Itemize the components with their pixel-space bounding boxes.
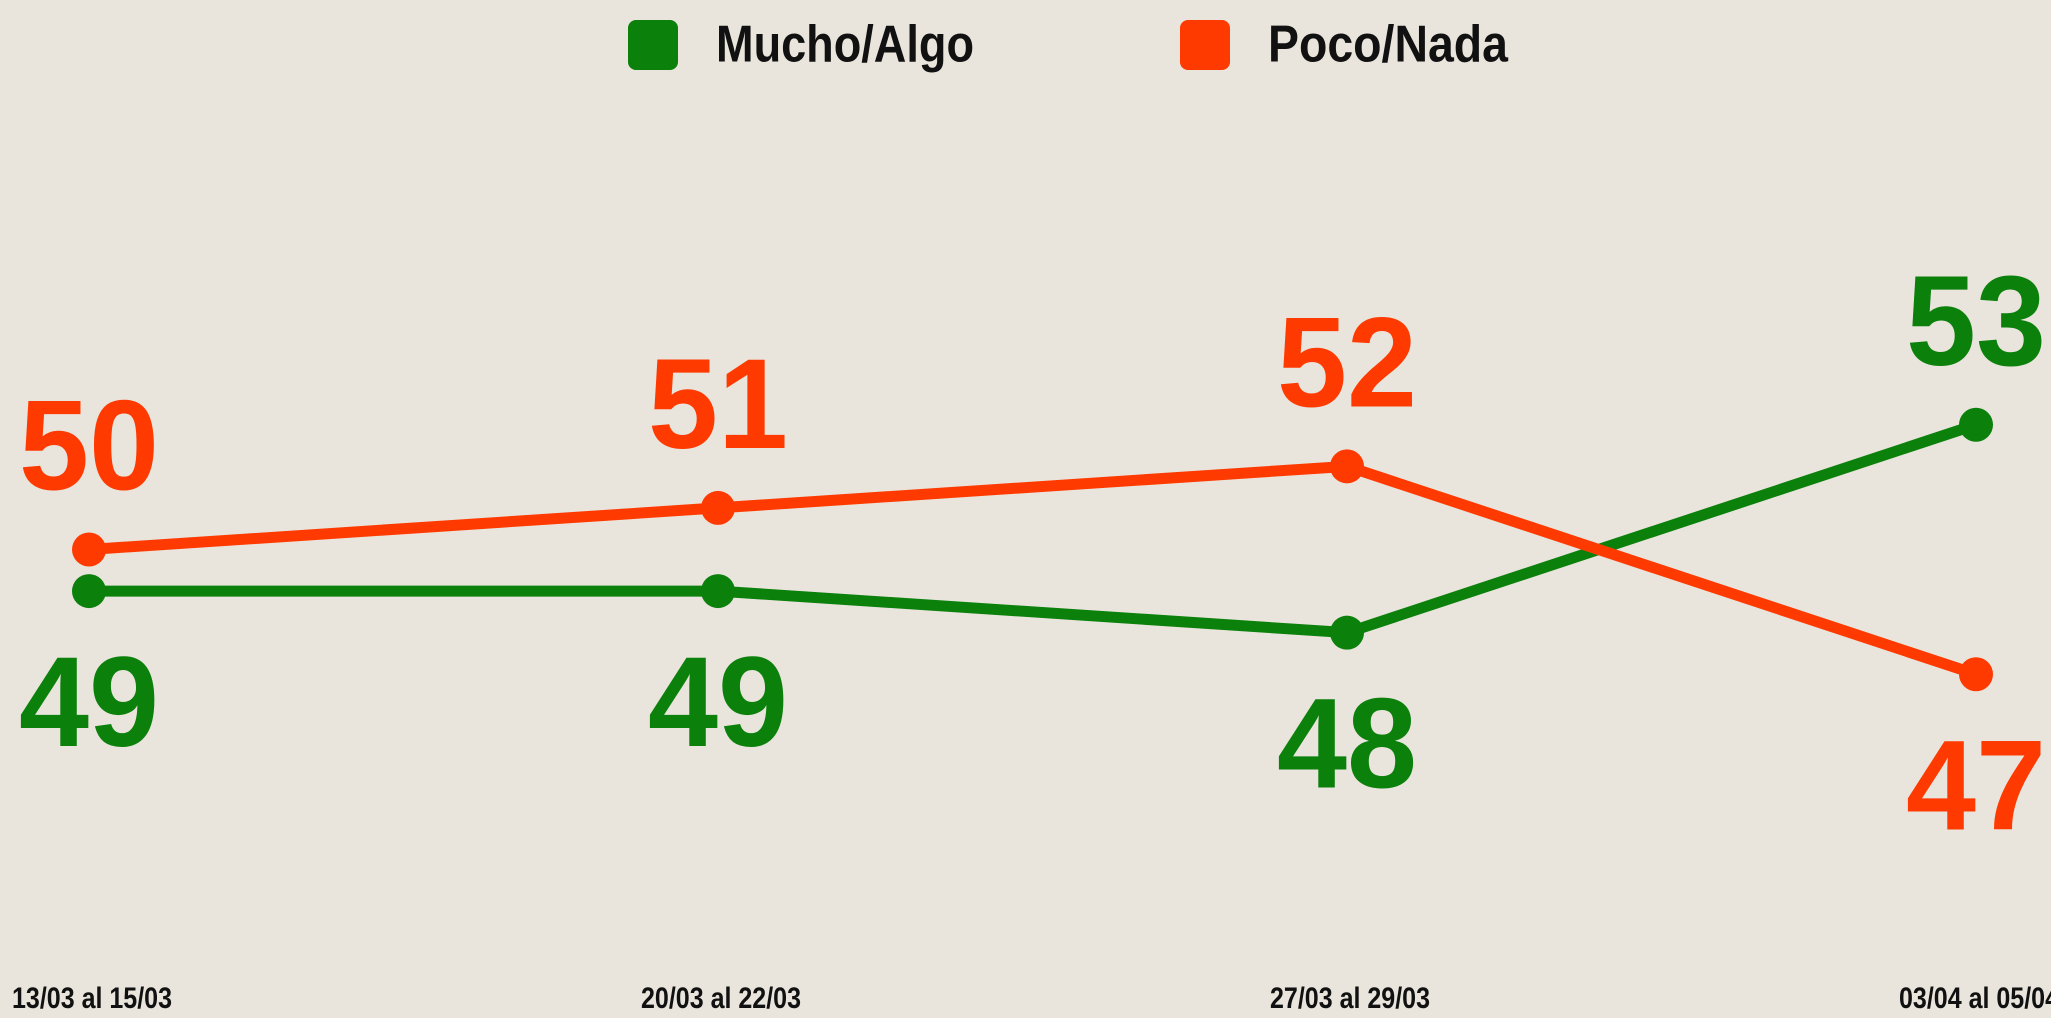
legend-label: Mucho/Algo (716, 16, 974, 74)
value-label: 52 (1277, 291, 1417, 434)
value-label: 53 (1906, 250, 2046, 393)
legend-swatch (1180, 20, 1230, 70)
point (1330, 449, 1364, 484)
series-line (89, 419, 1978, 639)
point (701, 574, 735, 609)
x-tick-label: 03/04 al 05/04 (1899, 982, 2051, 1015)
point (72, 574, 106, 609)
x-tick-label: 20/03 al 22/03 (641, 982, 801, 1015)
point (1330, 615, 1364, 650)
value-label: 48 (1277, 673, 1417, 816)
value-label: 47 (1906, 714, 2046, 857)
x-tick-label: 13/03 al 15/03 (12, 982, 172, 1015)
legend-label: Poco/Nada (1268, 16, 1509, 74)
legend-swatch (628, 20, 678, 70)
value-label: 49 (19, 631, 159, 774)
value-label: 49 (648, 631, 788, 774)
value-label: 50 (19, 375, 159, 518)
value-label: 51 (648, 333, 788, 476)
x-tick-label: 27/03 al 29/03 (1270, 982, 1430, 1015)
point (1959, 407, 1993, 442)
point (72, 532, 106, 567)
point (701, 490, 735, 525)
series-line (88, 460, 1978, 680)
point (1959, 657, 1993, 692)
